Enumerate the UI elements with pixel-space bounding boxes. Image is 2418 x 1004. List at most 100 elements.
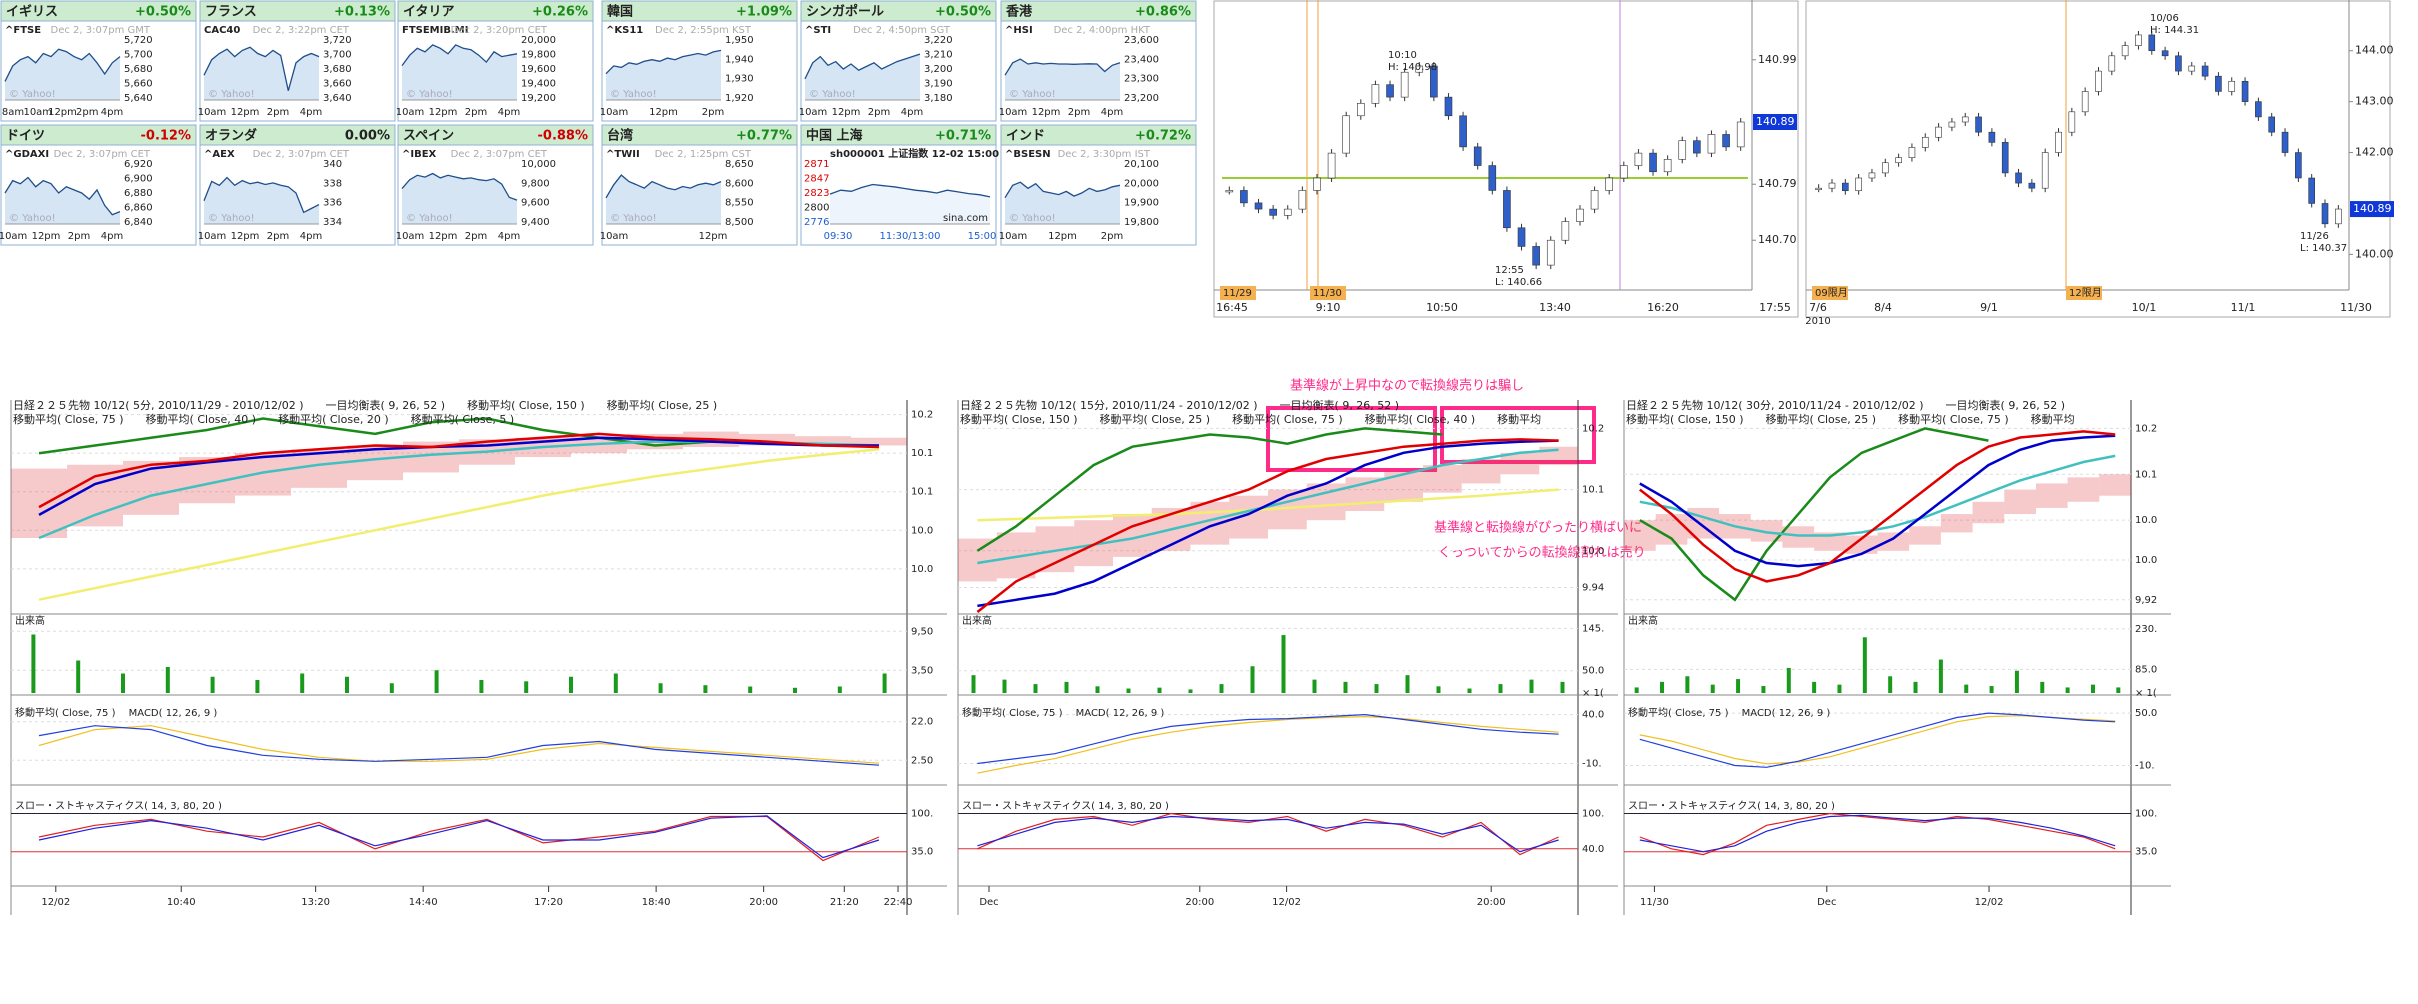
x-tick-label: 18:40: [642, 897, 671, 908]
source: sina.com: [943, 213, 988, 224]
x-tick-label: 2pm: [465, 231, 487, 242]
candle: [1842, 182, 1849, 192]
line: [1004, 181, 1121, 199]
period-tag: [2066, 286, 2102, 300]
legend-entry: 移動平均( Close, 40 ): [146, 412, 257, 426]
volume-bar: [1660, 681, 1665, 693]
x-tick-label: 20:00: [749, 897, 778, 908]
volume-bar: [1685, 676, 1690, 693]
volume-bar: [1862, 637, 1867, 693]
x-tick-label: 12pm: [429, 231, 458, 242]
candle: [1881, 162, 1889, 174]
line: [38, 815, 880, 859]
candle: [1298, 190, 1307, 210]
x-tick-label: 2pm: [76, 107, 98, 118]
volume-bar: [1529, 679, 1534, 693]
low-time: 11/26: [2300, 231, 2329, 242]
watermark: © Yahoo!: [1009, 213, 1056, 224]
chart-frame: [1213, 0, 1799, 318]
cloud: [1750, 520, 1783, 542]
volume-bar: [1938, 659, 1943, 693]
line: [1639, 430, 2116, 583]
x-tick-label: 12/02: [1272, 897, 1301, 908]
candle: [2201, 65, 2209, 77]
y-tick-label: 3,640: [323, 93, 352, 104]
timestamp: Dec 2, 3:07pm CET: [451, 149, 548, 160]
y-tick-label: 8,500: [725, 217, 754, 228]
y-tick-label: 50.0: [1582, 666, 1604, 677]
y-tick-label: 8,600: [725, 178, 754, 189]
candle: [1605, 177, 1613, 191]
y-tick-label: 6,920: [124, 159, 153, 170]
x-tick-label: 2pm: [702, 107, 724, 118]
candle: [2188, 65, 2196, 72]
x-tick-label: 10am: [396, 231, 425, 242]
candle: [1400, 71, 1409, 98]
y-tick-label: 6,880: [124, 188, 153, 199]
watermark: © Yahoo!: [1009, 89, 1056, 100]
pane-label: 出来高: [15, 614, 45, 627]
y-tick-label: 10.0: [911, 525, 933, 536]
market-change: +0.26%: [532, 5, 588, 20]
period-tag-label: 12限月: [2069, 287, 2102, 299]
symbol: ^IBEX: [402, 149, 437, 160]
market-change: 0.00%: [345, 129, 390, 144]
candle: [2108, 55, 2116, 72]
legend-entry: 一目均衡表( 9, 26, 52 ): [326, 398, 446, 412]
x-tick-label: 2pm: [868, 107, 890, 118]
cloud: [235, 453, 291, 496]
y-tick-label: 230.: [2135, 624, 2157, 635]
cloud: [795, 436, 851, 446]
candle: [1503, 190, 1511, 229]
volume-bar: [1786, 667, 1791, 693]
volume-bar: [2040, 681, 2045, 693]
pane-label: 出来高: [1628, 614, 1658, 627]
candle: [1707, 134, 1716, 154]
cloud: [1423, 465, 1462, 493]
x-tick-label: 14:40: [409, 897, 438, 908]
pane-label: 出来高: [962, 614, 992, 627]
y-tick-label: 10.2: [1582, 423, 1604, 434]
market-name: 韓国: [607, 4, 633, 20]
candle: [2095, 70, 2102, 92]
period-tag: [1220, 286, 1256, 300]
line: [977, 488, 1559, 522]
candle: [1576, 208, 1584, 222]
y-tick-label: 3,190: [924, 79, 953, 90]
timestamp: Dec 2, 1:25pm CST: [655, 149, 752, 160]
market-change: +0.50%: [935, 5, 991, 20]
line: [605, 49, 722, 75]
volume-bar: [1126, 688, 1131, 693]
y-tick-label: 22.0: [911, 717, 933, 728]
cloud: [1877, 532, 1910, 551]
line: [976, 427, 1443, 552]
annotation: 基準線と転換線がぴったり横ばいに: [1434, 520, 1642, 536]
y-tick-label: 3,220: [924, 35, 953, 46]
y-tick-label: 2847: [804, 174, 829, 185]
y-tick-label: 1,920: [725, 93, 754, 104]
candle: [1678, 140, 1687, 160]
timestamp: Dec 2, 3:07pm CET: [54, 149, 151, 160]
y-tick-label: 23,300: [1124, 74, 1159, 85]
cloud: [1972, 501, 2005, 524]
panel-header: [199, 0, 396, 22]
x-tick-label: 20:00: [1185, 897, 1214, 908]
y-tick-label: 145.: [1582, 623, 1604, 634]
symbol: ^AEX: [204, 149, 235, 160]
watermark: © Yahoo!: [406, 213, 453, 224]
cloud: [739, 433, 795, 446]
x-tick-label: 12pm: [1032, 107, 1061, 118]
y-tick-label: 10.1: [911, 487, 933, 498]
x-tick-label: 2pm: [267, 231, 289, 242]
volume-bar: [434, 670, 439, 693]
line: [38, 432, 880, 509]
candle: [2001, 142, 2009, 174]
x-tick-label: 10am: [23, 107, 52, 118]
candle: [1620, 165, 1628, 179]
volume-bar: [837, 686, 842, 693]
candle: [1283, 208, 1292, 216]
line: [804, 53, 921, 80]
market-name: イギリス: [6, 4, 58, 20]
line: [977, 448, 1559, 565]
cloud: [1500, 452, 1540, 475]
